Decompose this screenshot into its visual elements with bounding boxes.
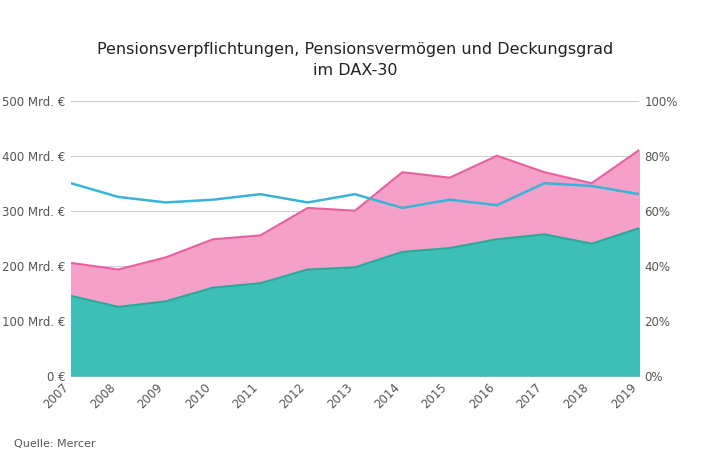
Text: Pensionsverpflichtungen, Pensionsvermögen und Deckungsgrad
im DAX-30: Pensionsverpflichtungen, Pensionsvermöge… (97, 42, 613, 78)
Text: Quelle: Mercer: Quelle: Mercer (14, 439, 96, 449)
